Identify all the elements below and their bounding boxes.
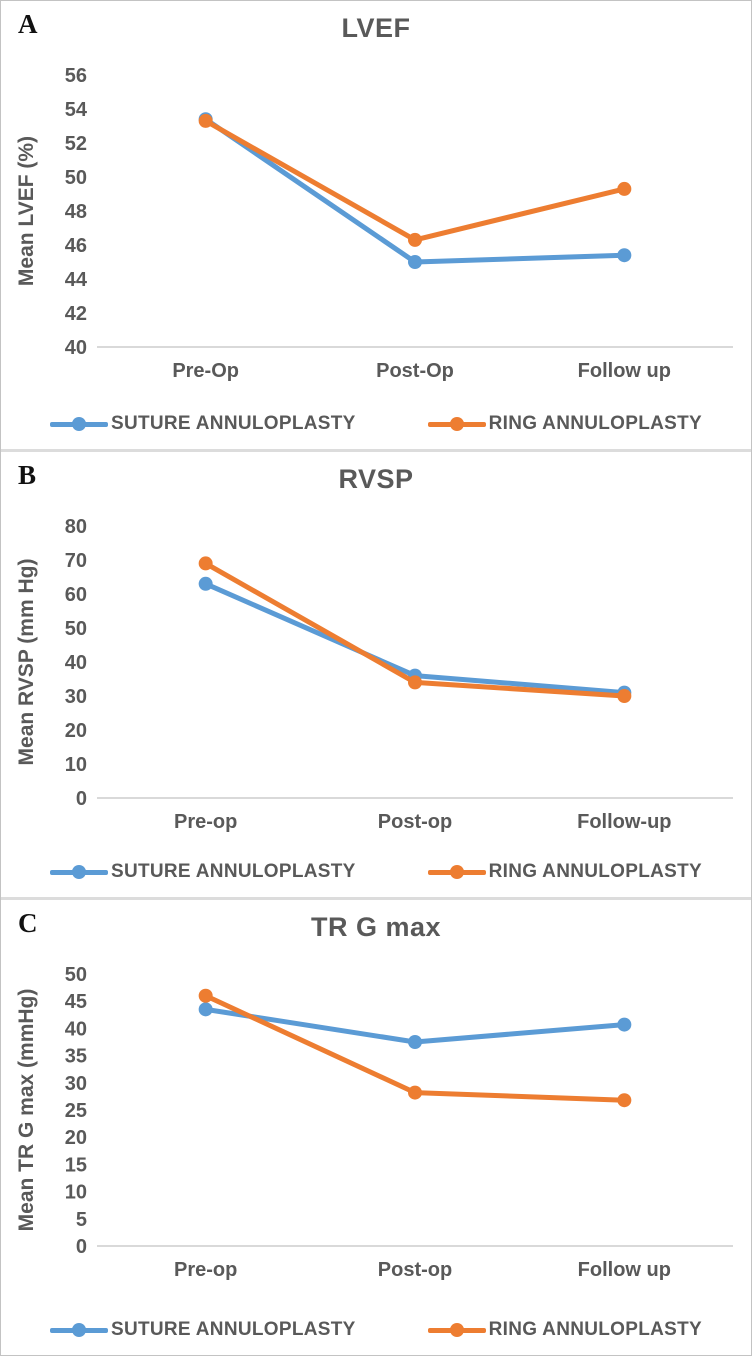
y-tick-label: 15 [65,1154,87,1176]
panel-c: C TR G max 0 5 10 15 20 25 30 35 40 45 50 Mean TR G… [1,900,751,1355]
panel-letter-b: B [18,460,37,490]
y-tick-label: 80 [65,516,87,538]
data-point-marker [198,988,213,1003]
data-point-marker [408,1085,422,1100]
y-tick-label: 50 [65,167,87,189]
y-tick-label: 0 [76,1236,87,1258]
series-line [203,118,627,243]
suture-series-marker-icon [49,417,108,431]
chart-title-rvsp: RVSP [338,464,414,494]
data-point-marker [617,689,632,703]
rvsp-line-chart: 0 10 20 30 40 50 60 70 80 Mean RVSP (mm Hg) Pre-op… [15,516,733,833]
y-tick-label: 40 [65,652,87,674]
legend-label-ring: RING ANNULOPLASTY [488,413,703,434]
data-point-marker [408,232,422,247]
ring-series-marker-icon [427,865,486,879]
y-tick-label: 20 [65,720,87,742]
y-tick-label: 35 [65,1046,87,1068]
tr-g-max-line-chart: 0 5 10 15 20 25 30 35 40 45 50 Mean TR G max (mmHg)… [15,964,733,1281]
data-point-marker [617,1017,632,1032]
y-tick-label: 5 [76,1209,87,1231]
legend: SUTURE ANNULOPLASTY RING ANNULOPLASTY [1,413,751,435]
y-axis-title: Mean RVSP (mm Hg) [15,559,38,766]
suture-series-marker-icon [49,865,108,879]
data-point-marker [617,248,632,263]
y-tick-label: 60 [65,584,87,606]
x-category-label: Post-Op [376,360,454,382]
legend-item-ring-annuloplasty: RING ANNULOPLASTY [427,861,703,883]
y-tick-label: 48 [65,201,87,223]
panel-letter-c: C [18,908,38,938]
data-point-marker [617,181,632,196]
y-tick-label: 70 [65,550,87,572]
lvef-line-chart: 40 42 44 46 48 50 52 54 56 Mean LVEF (%) Pre-Op Pos… [15,65,733,382]
y-tick-label: 0 [76,788,87,810]
y-tick-label: 44 [65,269,88,291]
y-axis-title: Mean LVEF (%) [15,136,38,286]
legend-item-suture-annuloplasty: SUTURE ANNULOPLASTY [49,413,356,435]
panel-a: A LVEF 40 42 44 46 48 50 52 54 56 Mean LVEF (%) Pr… [1,1,751,449]
legend-item-ring-annuloplasty: RING ANNULOPLASTY [427,1319,703,1341]
y-tick-label: 10 [65,754,87,776]
y-tick-label: 20 [65,1127,87,1149]
panel-letter-a: A [18,9,38,39]
data-point-marker [408,255,422,269]
data-point-marker [198,556,213,571]
y-tick-label: 40 [65,337,87,359]
legend-label-ring: RING ANNULOPLASTY [488,1319,703,1340]
ring-series-marker-icon [427,1323,486,1337]
y-tick-label: 40 [65,1018,87,1040]
legend-label-suture: SUTURE ANNULOPLASTY [110,413,356,434]
y-tick-label: 30 [65,1073,87,1095]
x-category-label: Post-op [378,811,452,833]
x-category-label: Pre-Op [172,360,239,382]
x-category-label: Pre-op [174,811,237,833]
x-category-label: Follow-up [577,811,671,833]
y-tick-label: 30 [65,686,87,708]
y-tick-label: 50 [65,618,87,640]
data-point-marker [617,1093,632,1108]
data-point-marker [408,675,422,690]
y-tick-label: 52 [65,133,87,155]
x-category-label: Post-op [378,1259,452,1281]
y-tick-label: 45 [65,991,87,1013]
data-point-marker [408,1035,422,1049]
data-point-marker [198,113,213,128]
suture-series-marker-icon [49,1323,108,1337]
y-tick-label: 50 [65,964,87,986]
x-category-label: Pre-op [174,1259,237,1281]
legend-label-ring: RING ANNULOPLASTY [488,861,703,882]
legend-item-suture-annuloplasty: SUTURE ANNULOPLASTY [49,1319,356,1341]
chart-title-lvef: LVEF [341,13,411,43]
chart-title-tr-g-max: TR G max [310,912,442,942]
y-tick-label: 25 [65,1100,87,1122]
y-tick-label: 42 [65,303,87,325]
x-category-label: Follow up [578,1259,671,1281]
data-point-marker [198,1002,213,1017]
legend: SUTURE ANNULOPLASTY RING ANNULOPLASTY [1,861,751,883]
legend-label-suture: SUTURE ANNULOPLASTY [110,861,356,882]
y-tick-label: 10 [65,1182,87,1204]
legend: SUTURE ANNULOPLASTY RING ANNULOPLASTY [1,1319,751,1341]
panel-b: B RVSP 0 10 20 30 40 50 60 70 80 Mean RVSP (mm Hg… [1,452,751,897]
y-tick-label: 46 [65,235,87,257]
y-tick-label: 56 [65,65,87,87]
legend-label-suture: SUTURE ANNULOPLASTY [110,1319,356,1340]
y-tick-label: 54 [65,99,88,121]
x-category-label: Follow up [578,360,671,382]
legend-item-suture-annuloplasty: SUTURE ANNULOPLASTY [49,861,356,883]
y-axis-title: Mean TR G max (mmHg) [15,989,38,1232]
data-point-marker [198,576,213,591]
legend-item-ring-annuloplasty: RING ANNULOPLASTY [427,413,703,435]
ring-series-marker-icon [427,417,486,431]
